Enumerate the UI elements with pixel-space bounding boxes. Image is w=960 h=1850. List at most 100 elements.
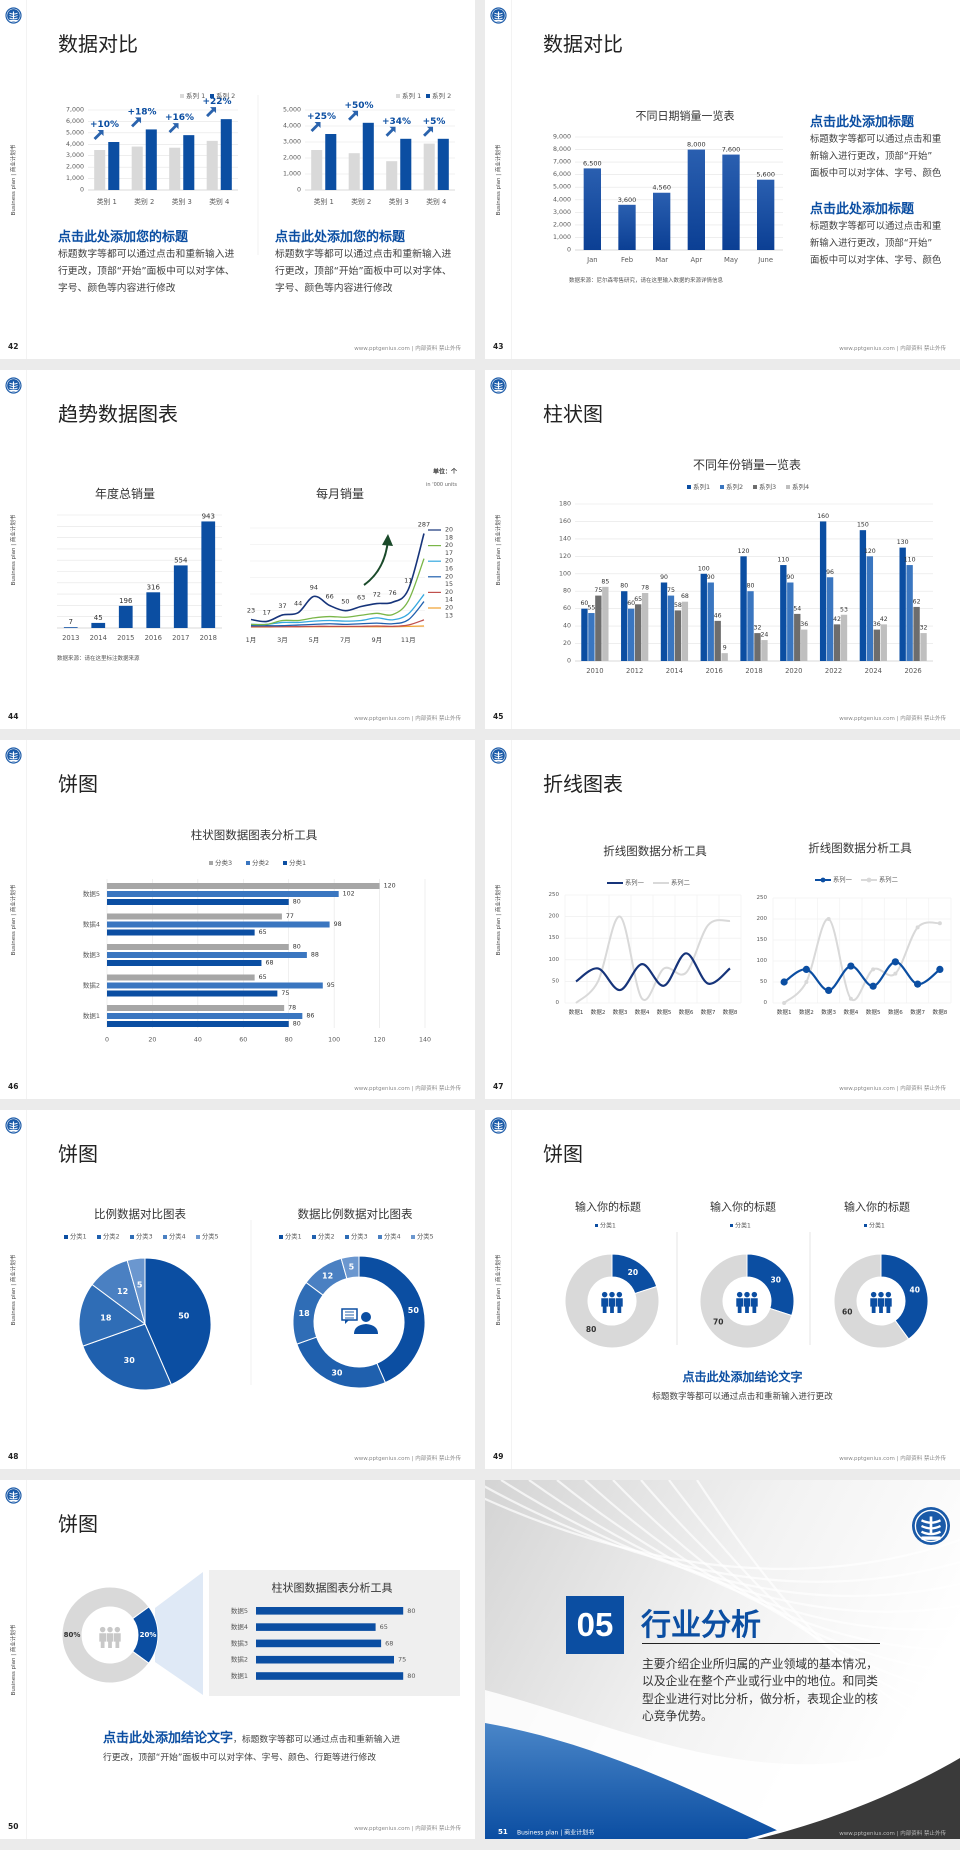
slice-label: 60 [842, 1307, 852, 1316]
x-tick-label: 2022 [825, 667, 842, 675]
logo-ring [491, 8, 506, 23]
x-tick-label: 类别 4 [209, 197, 229, 206]
x-tick-label: 5月 [309, 636, 320, 644]
trend-arrow-icon [385, 126, 396, 137]
series-line [250, 533, 425, 623]
bar [583, 168, 601, 250]
conclusion-paragraph: 点击此处添加结论文字，标题数字等都可以通过点击和重新输入进 行更改，顶部“开始”… [103, 1730, 400, 1767]
end-label: 15 [445, 581, 453, 588]
trend-arrow-icon [131, 117, 142, 128]
horizontal-bar-chart: 分类3 分类2 分类1 0 20 40 60 80 100 120 140 数据1 78 86 80 数据2 6… [83, 858, 431, 1044]
x-tick-label: 2013 [62, 634, 79, 642]
legend-swatch [312, 1235, 316, 1239]
data-label: 8,000 [687, 141, 706, 149]
slide-title: 柱状图 [543, 402, 603, 426]
bar [173, 565, 188, 628]
legend-swatch [345, 1235, 349, 1239]
slice-label: 18 [299, 1309, 311, 1318]
bar [107, 1013, 303, 1019]
end-label: 17 [445, 550, 453, 557]
y-tick-label: 0 [764, 1000, 768, 1006]
trend-arrow-icon [423, 126, 434, 137]
data-label: 98 [334, 921, 342, 928]
annual-sales-bar-chart: 2013 7 2014 45 2015 196 2016 316 2017 554 2018 943 [57, 512, 222, 642]
callout-wedge [155, 1572, 203, 1695]
bar [107, 990, 278, 997]
bar [423, 143, 435, 190]
series-line [575, 915, 731, 1004]
data-label: 53 [840, 606, 848, 613]
slide-51-section: 05 行业分析 主要介绍企业所归属的产业领域的基本情况， 以及企业在整个产业或行… [485, 1480, 960, 1839]
chart-title: 不同年份销量一览表 [693, 457, 801, 472]
legend-label: 分类4 [169, 1232, 186, 1241]
chart-title: 折线图数据分析工具 [603, 844, 707, 858]
data-label: 85 [601, 578, 609, 585]
slide-margin-divider [26, 370, 27, 729]
bar [63, 627, 78, 628]
data-point [826, 917, 831, 921]
data-label: 62 [913, 598, 921, 605]
pie-slice [296, 1336, 386, 1389]
x-tick-label: 2010 [586, 667, 603, 675]
data-label: 58 [674, 602, 682, 609]
legend-swatch [130, 1235, 134, 1239]
logo-trunk [12, 1121, 15, 1130]
slice-label: 30 [771, 1276, 781, 1285]
logo-ring [491, 1118, 506, 1133]
data-label: 72 [373, 591, 381, 599]
slide-47: 折线图数据分析工具 0 50 100 150 200 250 数据1 数据2 数据3 数据4 数据5 数… [485, 740, 960, 1099]
person-body [870, 1298, 878, 1313]
decorative-curve [640, 1480, 960, 1696]
chart-title: 数据比例数据对比图表 [298, 1207, 413, 1221]
y-tick-label: 数据2 [231, 1655, 248, 1664]
y-tick-label: 2,000 [66, 164, 84, 171]
body-line: 标题数字等都可以通过点击和重 [810, 134, 942, 145]
data-label: 943 [202, 512, 215, 520]
data-label: 75 [667, 587, 675, 594]
growth-annotation: +34% [382, 117, 411, 127]
logo-trunk [497, 11, 500, 20]
legend-label: 系列一 [625, 878, 645, 887]
y-tick-label: 100 [559, 570, 571, 577]
data-label: 55 [587, 605, 595, 612]
x-tick-label: 2018 [745, 667, 762, 675]
y-tick-label: 数据3 [83, 950, 100, 959]
bar [362, 122, 374, 190]
line-chart-right: 0 50 100 150 200 250 数据1 数据2 数据3 数据4 数据5 数据6 数据7 数据8 系… [757, 875, 952, 1016]
data-label: 554 [174, 556, 188, 564]
data-label: 65 [259, 974, 267, 981]
chart-title: 输入你的标题 [844, 1200, 910, 1214]
end-label: 18 [445, 534, 453, 541]
x-tick-label: 2015 [117, 634, 134, 642]
bar [325, 134, 337, 190]
data-label: 5,600 [756, 171, 775, 179]
footer-text: www.pptgenius.com | 内部资料 禁止外传 [839, 716, 946, 722]
blue-swoosh [485, 1723, 795, 1839]
bar [761, 640, 768, 661]
slice-label: 50 [408, 1306, 420, 1315]
x-tick-label: 数据8 [723, 1008, 738, 1016]
data-point [802, 965, 810, 973]
bar [866, 556, 874, 661]
logo-trunk [12, 1491, 15, 1500]
x-tick-label: 7月 [340, 636, 351, 644]
team-icon [601, 1291, 623, 1313]
data-label: 23 [247, 607, 255, 615]
company-logo-icon [490, 7, 507, 24]
legend-label: 系列 1 [186, 91, 205, 100]
slide-title: 饼图 [58, 1512, 98, 1536]
slide-45: 不同年份销量一览表 0 20 40 60 80 100 120 140 160 180 2010 60 5… [485, 370, 960, 729]
person-head [744, 1291, 750, 1298]
y-tick-label: 数据5 [83, 889, 100, 898]
x-tick-label: 类别 4 [426, 197, 446, 206]
data-label: 95 [327, 982, 335, 989]
bar [107, 913, 282, 920]
legend-swatch [687, 485, 691, 489]
y-tick-label: 7,000 [66, 107, 84, 114]
legend-label: 分类1 [289, 858, 306, 867]
bar [400, 138, 412, 190]
y-tick-label: 200 [757, 916, 768, 922]
bar [107, 921, 330, 928]
bar [687, 149, 705, 250]
slice-label: 50 [178, 1311, 190, 1320]
